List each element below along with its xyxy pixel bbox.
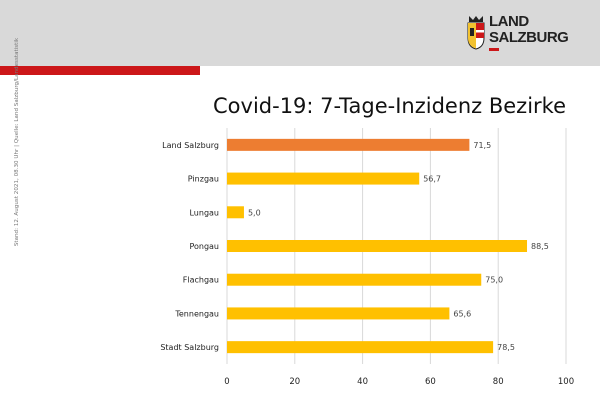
bar xyxy=(227,172,420,185)
bar xyxy=(227,206,244,219)
logo-text-salzburg: SALZBURG xyxy=(489,29,569,46)
bar xyxy=(227,341,494,354)
category-label: Lungau xyxy=(189,208,219,217)
salzburg-crest-icon xyxy=(467,16,485,50)
value-label: 88,5 xyxy=(531,242,549,251)
chart-title: Covid-19: 7-Tage-Inzidenz Bezirke xyxy=(213,94,566,118)
logo-text-land: LAND xyxy=(489,13,529,30)
logo-underline xyxy=(489,48,499,51)
bar xyxy=(227,273,482,286)
x-tick-label: 80 xyxy=(493,377,504,387)
bar xyxy=(227,240,528,252)
value-label: 56,7 xyxy=(423,175,441,184)
value-label: 65,6 xyxy=(453,309,471,318)
x-tick-label: 60 xyxy=(425,377,436,387)
category-label: Flachgau xyxy=(183,276,219,285)
category-label: Tennengau xyxy=(174,309,219,318)
x-tick-label: 40 xyxy=(357,377,368,387)
category-label: Stadt Salzburg xyxy=(160,343,219,352)
value-label: 78,5 xyxy=(497,343,515,352)
bar xyxy=(227,307,450,320)
value-label: 75,0 xyxy=(485,276,503,285)
x-tick-label: 100 xyxy=(558,377,574,387)
value-label: 71,5 xyxy=(473,141,491,150)
header-band xyxy=(0,0,600,66)
category-label: Pongau xyxy=(189,242,219,251)
red-accent-bar xyxy=(0,66,200,75)
category-label: Land Salzburg xyxy=(162,141,219,150)
value-label: 5,0 xyxy=(248,208,261,217)
land-salzburg-logo: LAND SALZBURG xyxy=(466,14,576,54)
category-label: Pinzgau xyxy=(188,175,219,184)
x-tick-label: 20 xyxy=(289,377,300,387)
bar xyxy=(227,138,470,151)
x-tick-label: 0 xyxy=(224,377,229,387)
